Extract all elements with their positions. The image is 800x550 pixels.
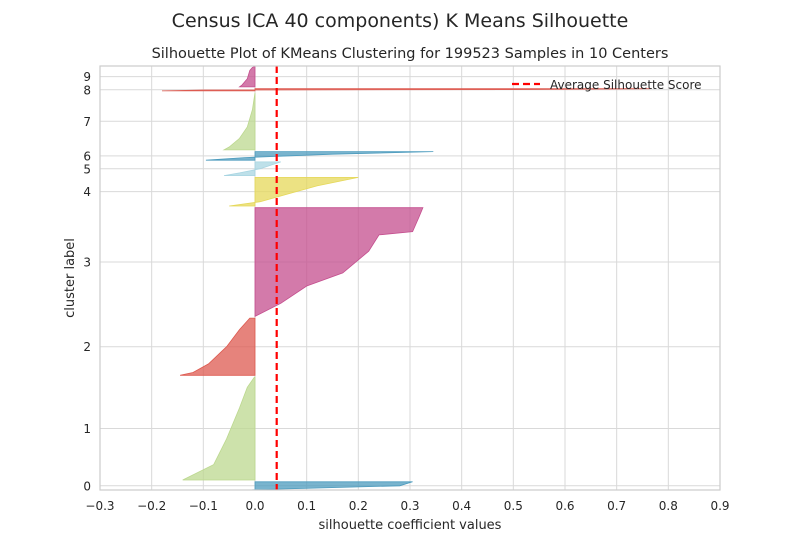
x-tick-label: 0.7 — [607, 499, 626, 513]
chart-title: Silhouette Plot of KMeans Clustering for… — [152, 46, 669, 62]
x-tick-label: 0.0 — [245, 499, 264, 513]
y-tick-label-2: 2 — [83, 340, 91, 354]
y-tick-label-7: 7 — [83, 115, 91, 129]
y-tick-labels: 0 1 2 3 4 56 7 89 — [83, 70, 91, 493]
x-tick-label: −0.3 — [85, 499, 114, 513]
plot-frame — [99, 65, 721, 491]
y-axis-label: cluster label — [63, 238, 78, 318]
cluster-silhouette-6 — [205, 151, 434, 161]
x-tick-label: 0.8 — [659, 499, 678, 513]
cluster-silhouette-7 — [222, 92, 256, 151]
x-tick-label: 0.6 — [555, 499, 574, 513]
y-tick-label-9: 9 — [83, 70, 91, 84]
x-tick-label: 0.4 — [452, 499, 471, 513]
legend-label: Average Silhouette Score — [550, 78, 702, 92]
cluster-silhouette-5 — [223, 161, 281, 177]
x-tick-label: 0.2 — [349, 499, 368, 513]
chart-suptitle: Census ICA 40 components) K Means Silhou… — [172, 10, 629, 32]
cluster-silhouette-4 — [229, 176, 359, 207]
y-tick-label-0: 0 — [83, 479, 91, 493]
y-tick-label-3: 3 — [83, 256, 91, 270]
x-tick-label: −0.2 — [137, 499, 166, 513]
x-axis-label: silhouette coefficient values — [319, 518, 502, 533]
x-tick-labels: −0.3 −0.2 −0.1 0.0 0.1 0.2 0.3 0.4 0.5 0.6 0.7 0.8 0… — [85, 499, 729, 513]
y-tick-label-8: 8 — [83, 83, 91, 97]
x-gridlines — [99, 66, 721, 490]
y-tick-label-1: 1 — [83, 422, 91, 436]
x-tick-label: 0.3 — [400, 499, 419, 513]
x-tick-label: −0.1 — [189, 499, 218, 513]
x-tick-label: 0.5 — [504, 499, 523, 513]
cluster-silhouette-3 — [254, 207, 424, 318]
silhouette-clusters — [161, 65, 651, 491]
cluster-silhouette-2 — [180, 317, 256, 376]
y-tick-label-6: 6 — [83, 149, 91, 163]
y-tick-label-5: 5 — [83, 162, 91, 176]
x-tick-label: 0.9 — [710, 499, 729, 513]
cluster-silhouette-1 — [182, 376, 256, 481]
x-tick-label: 0.1 — [297, 499, 316, 513]
y-tick-label-4: 4 — [83, 185, 91, 199]
legend: Average Silhouette Score — [512, 78, 702, 92]
cluster-silhouette-8 — [161, 88, 651, 92]
